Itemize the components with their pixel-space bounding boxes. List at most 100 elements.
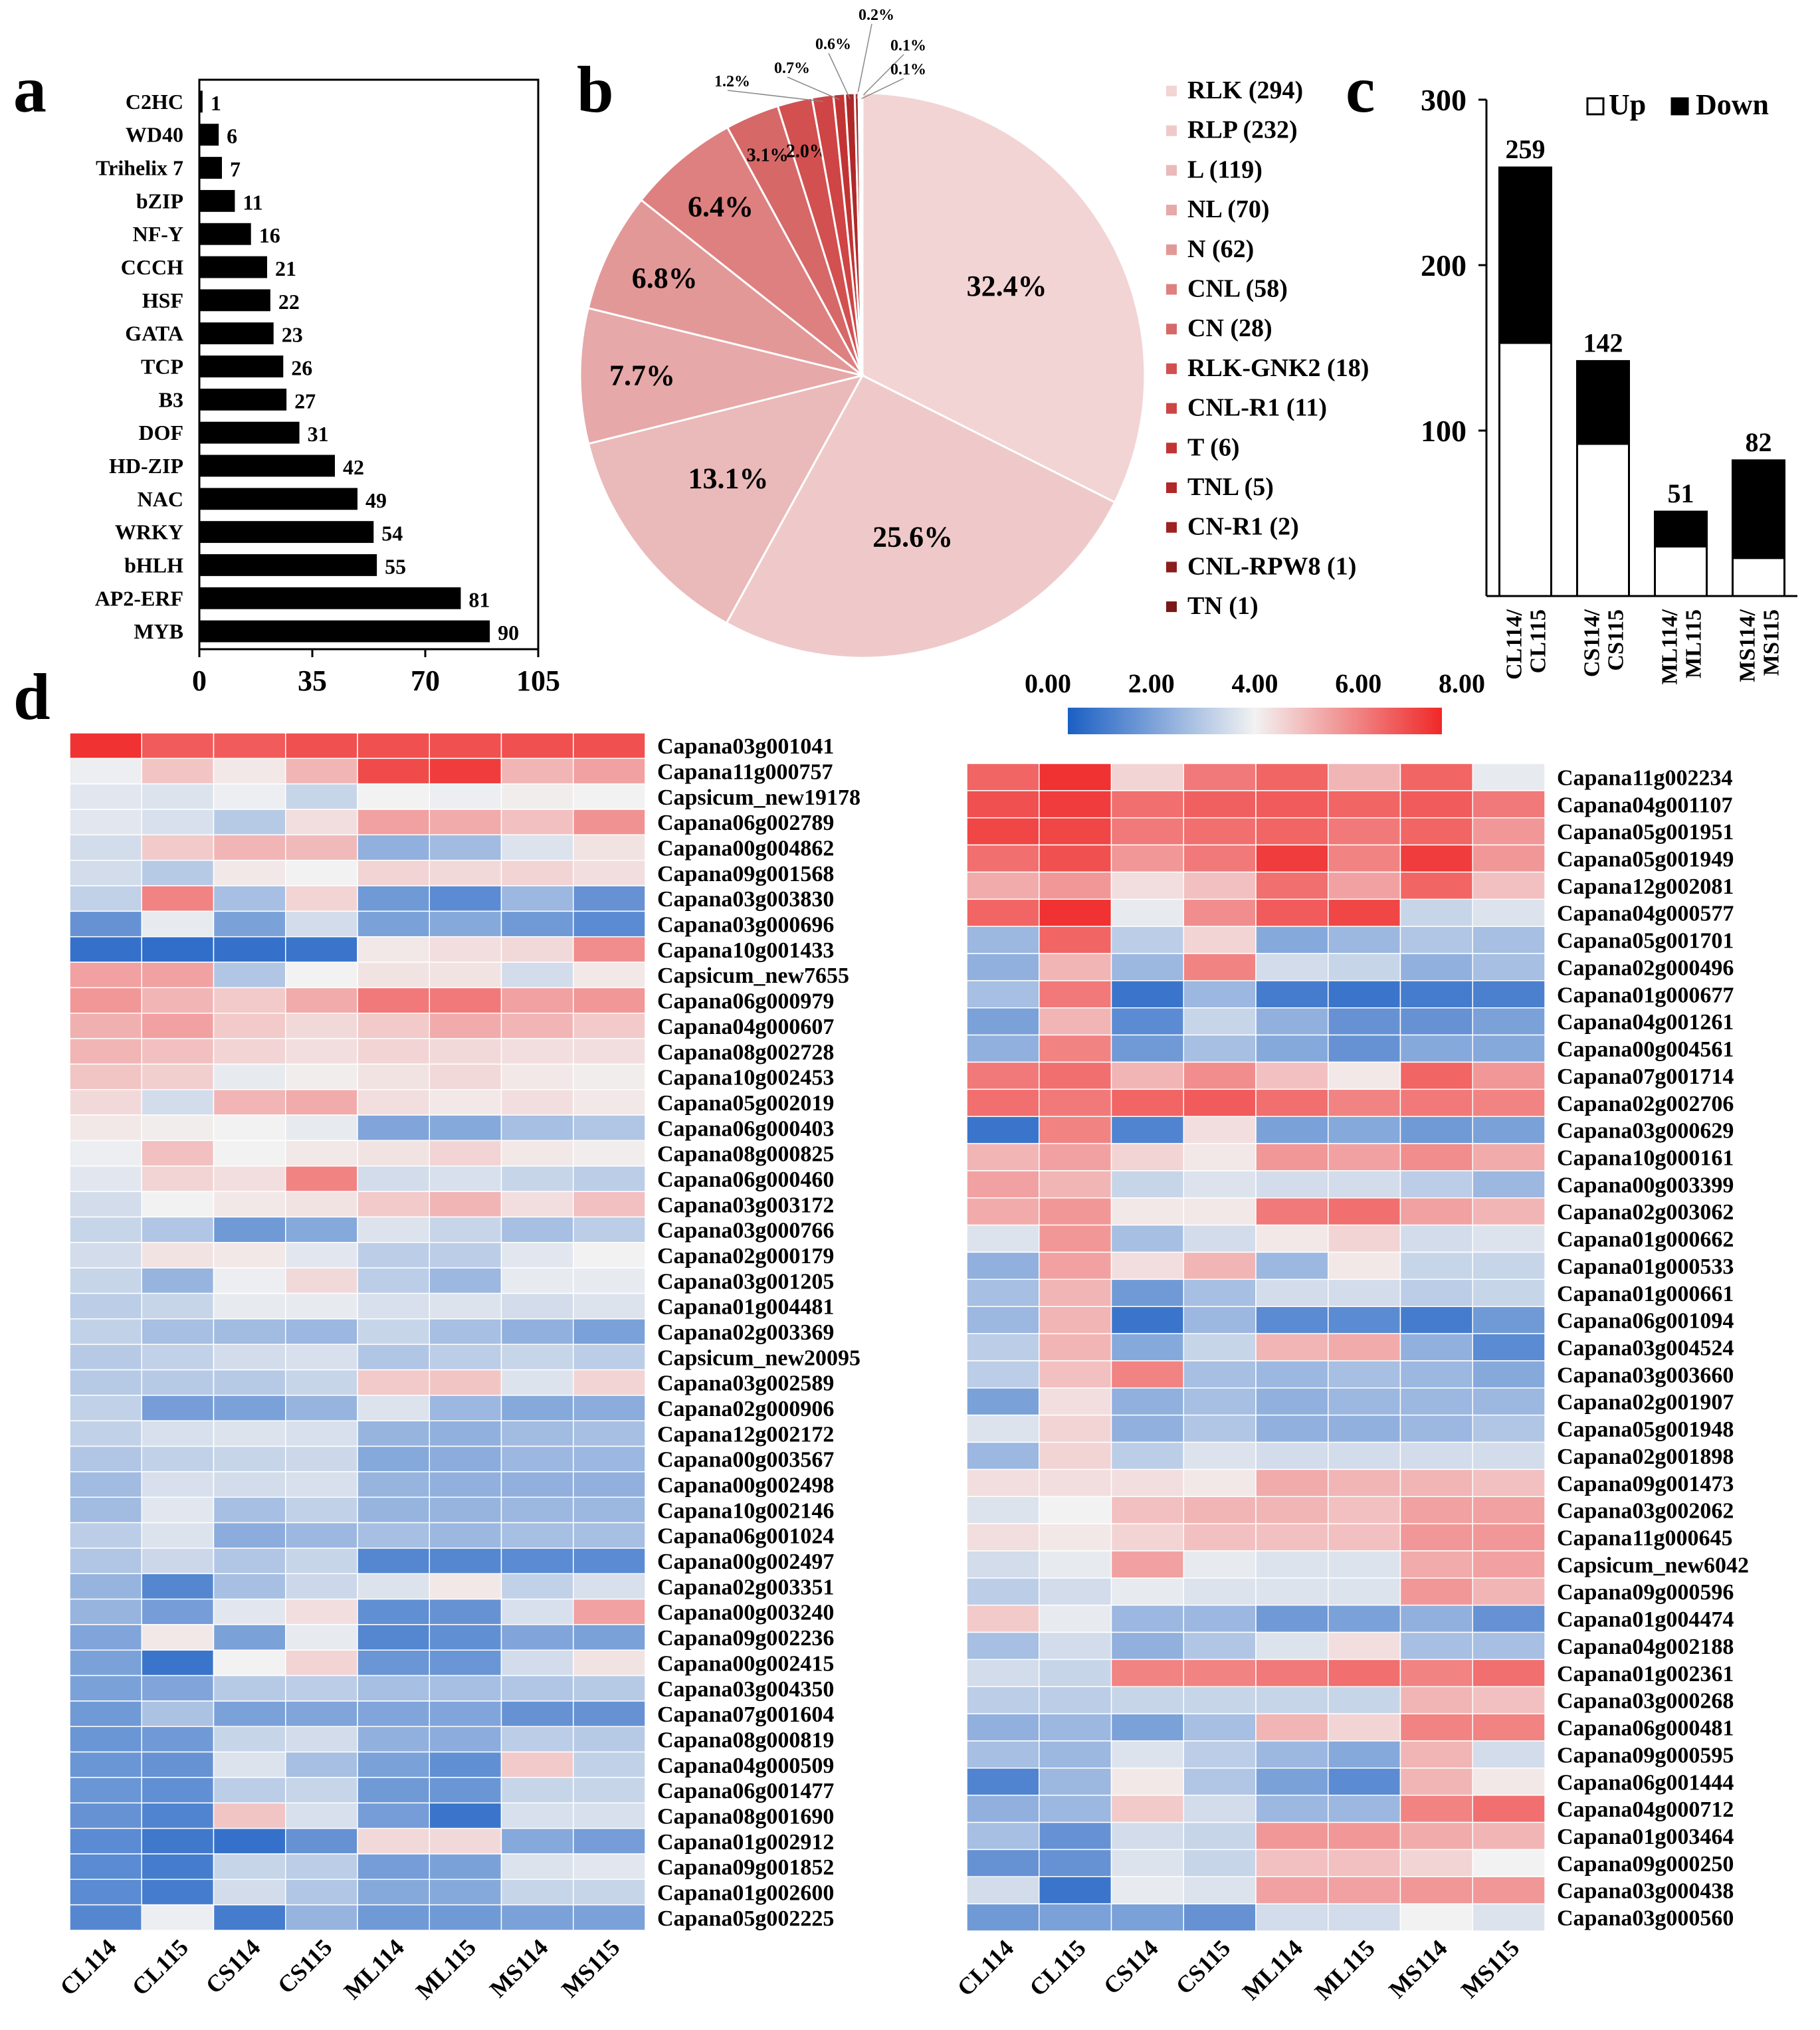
heatmap-cell bbox=[1110, 1740, 1184, 1769]
row-label: Capana09g000595 bbox=[1557, 1743, 1734, 1768]
heatmap-cell bbox=[1039, 1360, 1112, 1389]
heatmap-cell bbox=[1255, 953, 1329, 981]
heatmap-cell bbox=[357, 1166, 430, 1192]
heatmap-cell bbox=[1399, 1523, 1473, 1552]
heatmap-cell bbox=[500, 758, 574, 785]
x-tick-label-group: ML114/ML115 bbox=[1658, 609, 1706, 684]
heatmap-cell bbox=[429, 1726, 502, 1753]
heatmap-cell bbox=[1472, 1469, 1546, 1497]
heatmap-cell bbox=[966, 1088, 1040, 1117]
heatmap-cell bbox=[1328, 1088, 1401, 1117]
heatmap-cell bbox=[1110, 926, 1184, 954]
percent-label: 0.6% bbox=[815, 36, 851, 53]
heatmap-cell bbox=[1328, 1441, 1401, 1471]
heatmap-cell bbox=[1183, 1550, 1257, 1579]
heatmap-cell bbox=[1183, 1360, 1257, 1389]
heatmap-cell bbox=[357, 732, 430, 760]
heatmap-cell bbox=[141, 1063, 215, 1090]
heatmap-cell bbox=[285, 1573, 358, 1600]
heatmap-cell bbox=[357, 1344, 430, 1371]
heatmap-cell bbox=[141, 1012, 215, 1039]
heatmap-cell bbox=[1328, 980, 1401, 1009]
heatmap-cell bbox=[1255, 1821, 1329, 1851]
heatmap-cell bbox=[966, 1387, 1040, 1416]
panel-label-b: b bbox=[577, 52, 614, 126]
legend-swatch bbox=[1166, 284, 1177, 295]
leader-line bbox=[787, 76, 840, 100]
heatmap-cell bbox=[1255, 1604, 1329, 1633]
heatmap-cell bbox=[429, 1649, 502, 1676]
row-label: Capana10g002146 bbox=[657, 1498, 834, 1523]
heatmap-cell bbox=[357, 1292, 430, 1320]
heatmap-cell bbox=[500, 1318, 574, 1345]
heatmap-cell bbox=[1183, 1143, 1257, 1171]
heatmap-cell bbox=[1039, 1197, 1112, 1226]
row-label: Capana01g000662 bbox=[1557, 1227, 1734, 1252]
heatmap-cell bbox=[285, 1904, 358, 1931]
heatmap-cell bbox=[573, 1063, 646, 1090]
heatmap-cell bbox=[1328, 1631, 1401, 1661]
heatmap-cell bbox=[573, 1344, 646, 1371]
legend-swatch bbox=[1166, 205, 1177, 216]
category-label: WD40 bbox=[126, 123, 183, 147]
heatmap-cell bbox=[500, 1089, 574, 1116]
percent-label: 13.1% bbox=[688, 462, 768, 495]
legend-label: N (62) bbox=[1187, 235, 1254, 263]
heatmap-cell bbox=[69, 1318, 142, 1345]
x-tick-label: 105 bbox=[516, 664, 560, 697]
heatmap-cell bbox=[141, 936, 215, 963]
heatmap-cell bbox=[1039, 1143, 1112, 1171]
row-label: Capsicum_new6042 bbox=[1557, 1553, 1749, 1577]
heatmap-cell bbox=[357, 1522, 430, 1549]
heatmap-cell bbox=[1328, 1794, 1401, 1823]
heatmap-cell bbox=[285, 1802, 358, 1829]
row-label: Capana06g000403 bbox=[657, 1116, 834, 1141]
heatmap-cell bbox=[1183, 1849, 1257, 1878]
bar bbox=[199, 289, 270, 312]
heatmap-cell bbox=[285, 1878, 358, 1906]
heatmap-cell bbox=[500, 1216, 574, 1243]
bar bbox=[199, 322, 274, 345]
heatmap-cell bbox=[357, 809, 430, 836]
legend-label: CNL-R1 (11) bbox=[1187, 394, 1327, 422]
heatmap-cell bbox=[1399, 1550, 1473, 1579]
legend-label: CN (28) bbox=[1187, 314, 1272, 342]
column-label-group: CL114 bbox=[54, 1934, 121, 2000]
bar-up bbox=[1654, 545, 1708, 597]
heatmap-cell bbox=[1039, 1849, 1112, 1878]
bar bbox=[199, 256, 267, 278]
heatmap-cell bbox=[213, 1140, 286, 1167]
heatmap-cell bbox=[966, 1849, 1040, 1878]
heatmap-cell bbox=[69, 1292, 142, 1320]
heatmap-cell bbox=[69, 1140, 142, 1167]
column-label-group: CS114 bbox=[201, 1934, 266, 1999]
heatmap-cell bbox=[1039, 1794, 1112, 1823]
heatmap-cell bbox=[141, 732, 215, 760]
heatmap-cell bbox=[429, 1548, 502, 1574]
row-label: Capana05g001951 bbox=[1557, 820, 1734, 845]
heatmap-cell bbox=[357, 885, 430, 912]
heatmap-cell bbox=[1472, 1441, 1546, 1471]
heatmap-cell bbox=[69, 885, 142, 912]
heatmap-cell bbox=[1399, 1251, 1473, 1280]
heatmap-cell bbox=[141, 1191, 215, 1218]
row-label: Capana06g001477 bbox=[657, 1779, 834, 1803]
heatmap-cell bbox=[213, 1318, 286, 1345]
heatmap-cell bbox=[1328, 1740, 1401, 1769]
heatmap-cell bbox=[573, 910, 646, 938]
legend-swatch bbox=[1166, 482, 1177, 493]
heatmap-cell bbox=[1328, 1007, 1401, 1036]
total-label: 259 bbox=[1506, 134, 1546, 164]
heatmap-cell bbox=[357, 1624, 430, 1651]
heatmap-cell bbox=[141, 1420, 215, 1447]
category-label: C2HC bbox=[126, 90, 183, 114]
heatmap-cell bbox=[429, 1802, 502, 1829]
heatmap-cell bbox=[357, 1318, 430, 1345]
heatmap-cell bbox=[69, 1624, 142, 1651]
heatmap-cell bbox=[429, 834, 502, 861]
colorbar-tick-label: 0.00 bbox=[1025, 668, 1071, 698]
heatmap-cell bbox=[1039, 871, 1112, 900]
column-label: MS115 bbox=[556, 1934, 625, 2002]
heatmap-cell bbox=[1255, 1903, 1329, 1932]
heatmap-cell bbox=[213, 1904, 286, 1931]
